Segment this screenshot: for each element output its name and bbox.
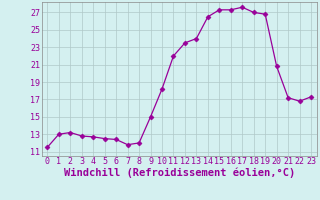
X-axis label: Windchill (Refroidissement éolien,°C): Windchill (Refroidissement éolien,°C) — [64, 168, 295, 178]
